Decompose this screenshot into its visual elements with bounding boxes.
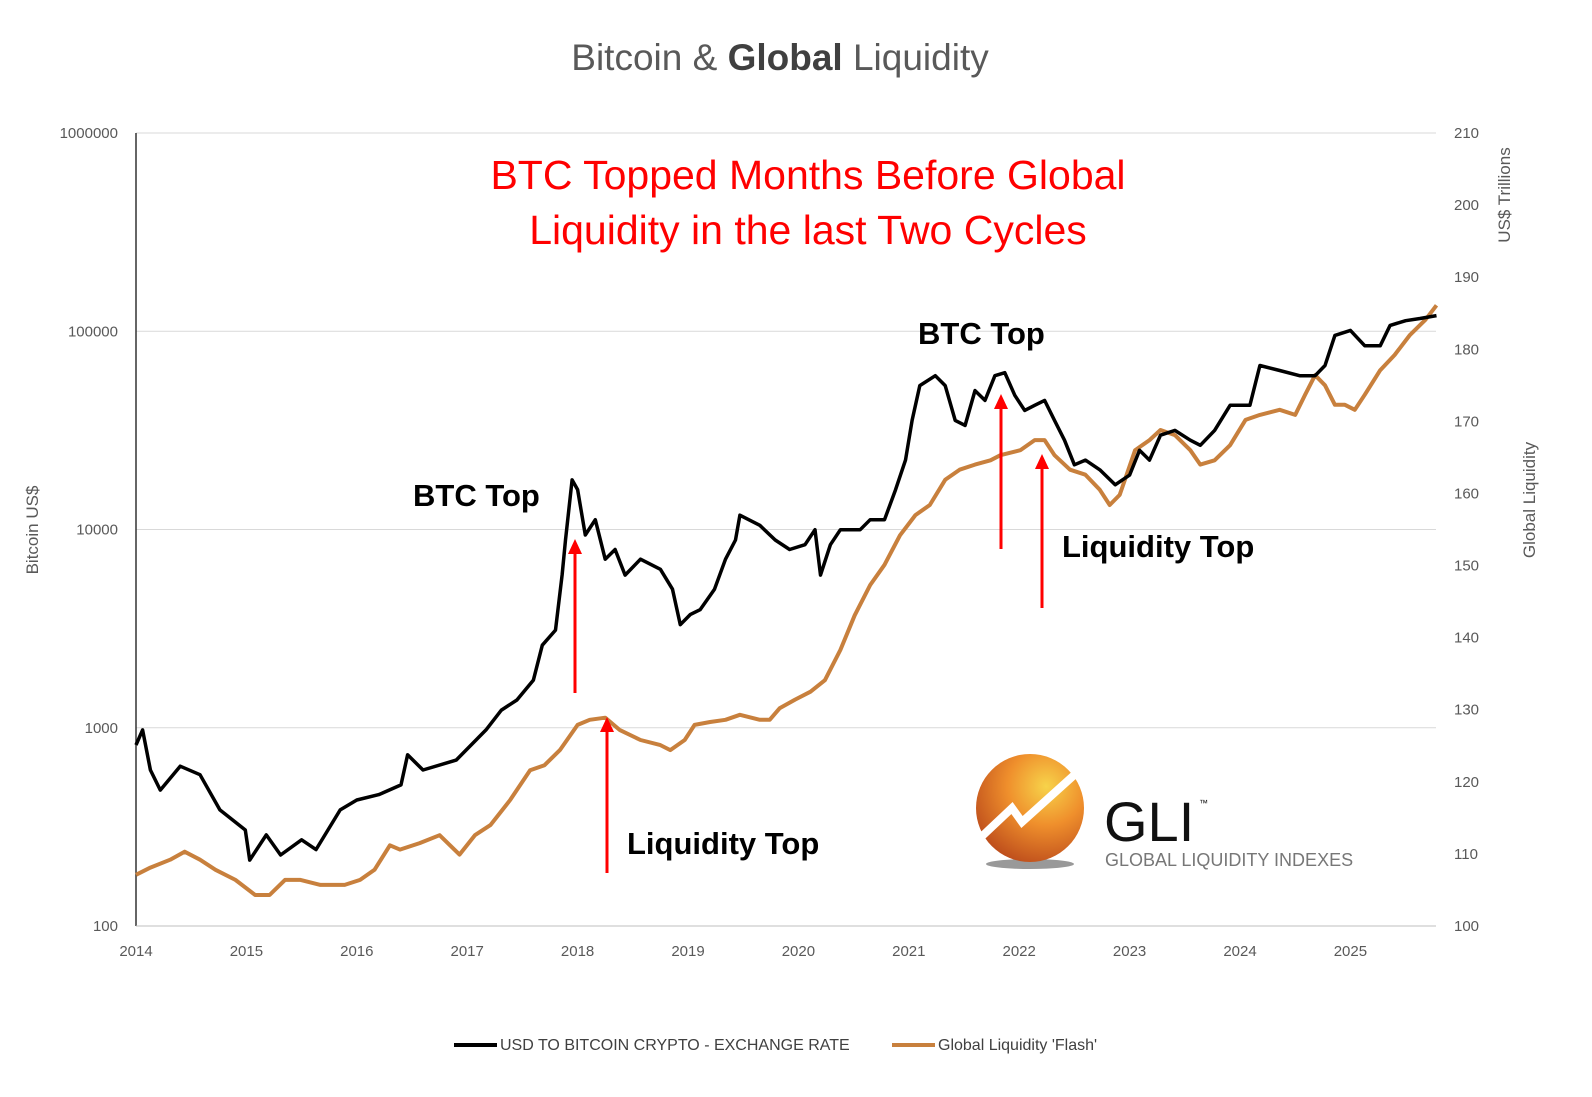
y-right-tick-label: 170 xyxy=(1454,413,1479,430)
legend: USD TO BITCOIN CRYPTO - EXCHANGE RATE Gl… xyxy=(454,1037,1097,1054)
legend-label-liquidity: Global Liquidity 'Flash' xyxy=(938,1037,1097,1054)
series-line-btc xyxy=(134,313,1437,862)
x-tick-label: 2020 xyxy=(782,943,815,960)
y-right-tick-label: 130 xyxy=(1454,702,1479,719)
headline-line-2: Liquidity in the last Two Cycles xyxy=(529,207,1087,253)
y-left-tick-label: 1000 xyxy=(85,720,118,737)
annotation-btc-top-2017: BTC Top xyxy=(413,478,540,513)
logo-subtitle: GLOBAL LIQUIDITY INDEXES xyxy=(1105,850,1353,870)
chart-title: Bitcoin & Global Liquidity xyxy=(571,37,989,78)
legend-label-btc: USD TO BITCOIN CRYPTO - EXCHANGE RATE xyxy=(500,1037,850,1054)
x-tick-label: 2016 xyxy=(340,943,373,960)
gridlines xyxy=(136,132,1436,729)
annotation-liquidity-top-2018: Liquidity Top xyxy=(627,826,819,861)
y-left-tick-label: 100 xyxy=(93,918,118,935)
y-right-tick-label: 110 xyxy=(1454,846,1478,863)
y-left-tick-label: 10000 xyxy=(76,522,118,539)
y-left-tick-label: 100000 xyxy=(68,323,118,340)
y-right-tick-label: 140 xyxy=(1454,630,1479,647)
y-right-tick-label: 120 xyxy=(1454,774,1479,791)
x-tick-label: 2021 xyxy=(892,943,925,960)
y-right-tick-label: 180 xyxy=(1454,341,1479,358)
annotation-arrows xyxy=(568,394,1049,873)
annotation-liquidity-top-2022: Liquidity Top xyxy=(1062,529,1254,564)
y-right-tick-label: 150 xyxy=(1454,558,1479,575)
x-tick-label: 2017 xyxy=(451,943,484,960)
x-tick-label: 2025 xyxy=(1334,943,1367,960)
annotation-btc-top-2021: BTC Top xyxy=(918,316,1045,351)
logo-mark: GLI xyxy=(1104,790,1194,853)
y-right-tick-label: 210 xyxy=(1454,125,1479,142)
x-tick-label: 2014 xyxy=(119,943,152,960)
y-right-tick-label: 200 xyxy=(1454,197,1479,214)
series-line-global-liquidity xyxy=(135,304,1439,897)
y-right-unit-label: US$ Trillions xyxy=(1495,147,1514,242)
x-tick-label: 2024 xyxy=(1223,943,1256,960)
x-tick-label: 2023 xyxy=(1113,943,1146,960)
logo: GLI ™ GLOBAL LIQUIDITY INDEXES xyxy=(975,754,1353,870)
y-left-label: Bitcoin US$ xyxy=(23,485,42,574)
x-tick-label: 2018 xyxy=(561,943,594,960)
x-tick-label: 2015 xyxy=(230,943,263,960)
y-right-tick-label: 160 xyxy=(1454,485,1479,502)
headline-line-1: BTC Topped Months Before Global xyxy=(490,152,1125,198)
x-tick-label: 2019 xyxy=(671,943,704,960)
y-left-tick-label: 1000000 xyxy=(60,125,118,142)
y-right-tick-label: 190 xyxy=(1454,269,1479,286)
logo-orb-icon xyxy=(976,754,1084,862)
logo-tm: ™ xyxy=(1199,798,1208,808)
y-right-tick-label: 100 xyxy=(1454,918,1479,935)
x-tick-label: 2022 xyxy=(1003,943,1036,960)
y-right-label: Global Liquidity xyxy=(1520,441,1539,558)
